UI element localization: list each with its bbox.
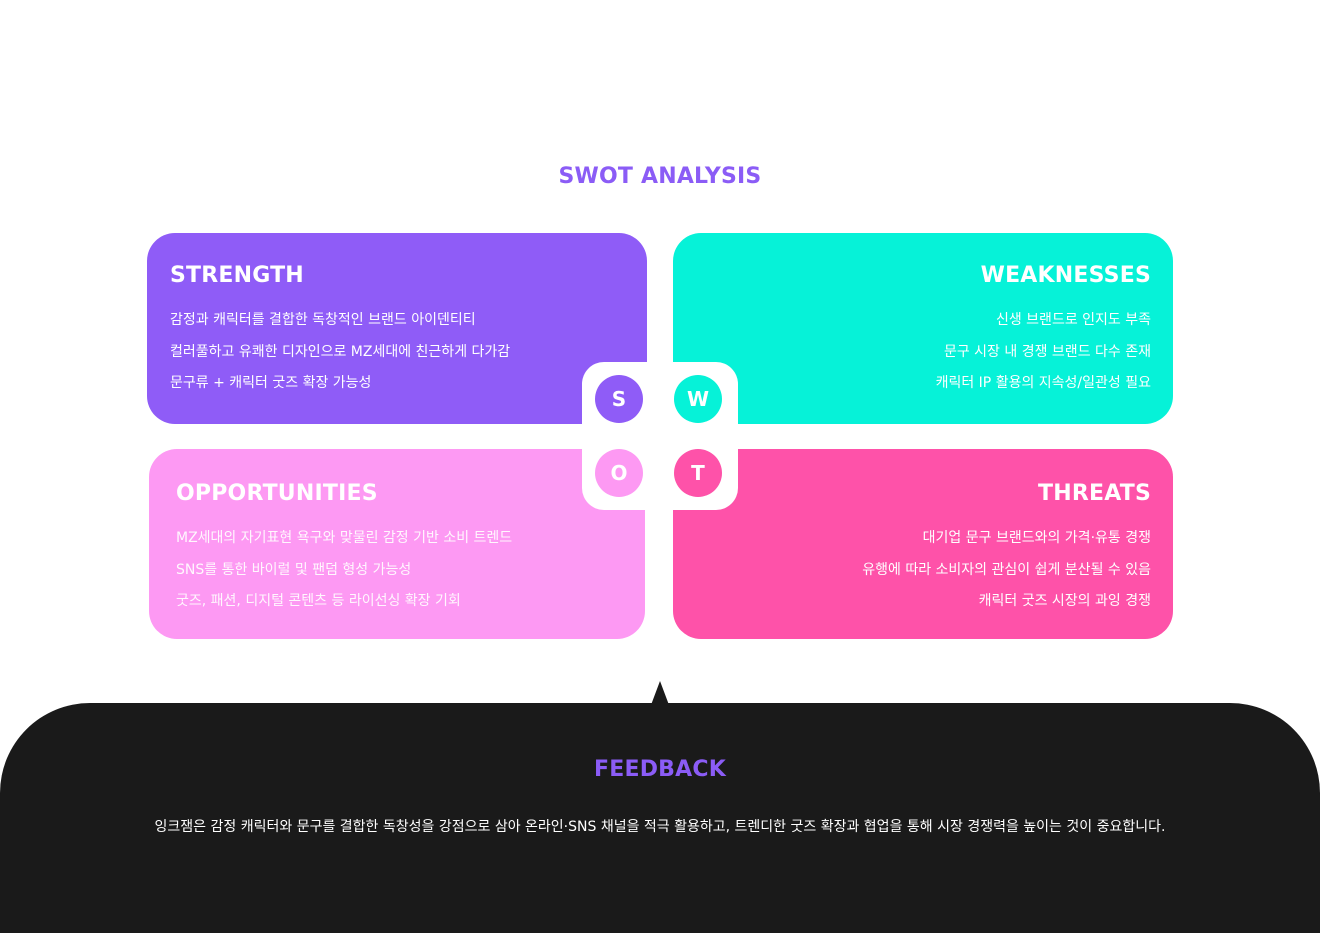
weakness-card: WEAKNESSES 신생 브랜드로 인지도 부족 문구 시장 내 경쟁 브랜드… bbox=[673, 233, 1173, 424]
strength-card: STRENGTH 감정과 캐릭터를 결합한 독창적인 브랜드 아이덴티티 컬러풀… bbox=[147, 233, 647, 424]
feedback-text: 잉크잼은 감정 캐릭터와 문구를 결합한 독창성을 강점으로 삼아 온라인·SN… bbox=[154, 819, 1166, 835]
weakness-item: 캐릭터 IP 활용의 지속성/일관성 필요 bbox=[935, 375, 1151, 391]
opportunity-letter-badge: O bbox=[595, 449, 643, 497]
opportunity-card: OPPORTUNITIES MZ세대의 자기표현 욕구와 맞물린 감정 기반 소… bbox=[149, 449, 645, 639]
threat-letter-badge: T bbox=[674, 449, 722, 497]
page-title: SWOT ANALYSIS bbox=[558, 164, 762, 189]
opportunity-item: SNS를 통한 바이럴 및 팬덤 형성 가능성 bbox=[176, 561, 412, 578]
feedback-panel: FEEDBACK 잉크잼은 감정 캐릭터와 문구를 결합한 독창성을 강점으로 … bbox=[0, 703, 1320, 933]
threat-card: THREATS 대기업 문구 브랜드와의 가격·유통 경쟁 유행에 따라 소비자… bbox=[673, 449, 1173, 639]
threat-item: 대기업 문구 브랜드와의 가격·유통 경쟁 bbox=[922, 530, 1151, 546]
strength-item: 감정과 캐릭터를 결합한 독창적인 브랜드 아이덴티티 bbox=[170, 312, 476, 328]
opportunity-heading: OPPORTUNITIES bbox=[176, 481, 378, 506]
threat-item: 유행에 따라 소비자의 관심이 쉽게 분산될 수 있음 bbox=[862, 561, 1151, 578]
feedback-title: FEEDBACK bbox=[594, 757, 726, 782]
opportunity-item: 굿즈, 패션, 디지털 콘텐츠 등 라이선싱 확장 기회 bbox=[176, 593, 461, 609]
feedback-bubble-pointer bbox=[651, 681, 669, 705]
weakness-letter-badge: W bbox=[674, 375, 722, 423]
weakness-heading: WEAKNESSES bbox=[980, 263, 1151, 288]
threat-heading: THREATS bbox=[1038, 481, 1151, 506]
weakness-item: 문구 시장 내 경쟁 브랜드 다수 존재 bbox=[943, 343, 1151, 360]
threat-item: 캐릭터 굿즈 시장의 과잉 경쟁 bbox=[978, 593, 1151, 609]
weakness-item: 신생 브랜드로 인지도 부족 bbox=[995, 312, 1151, 328]
opportunity-item: MZ세대의 자기표현 욕구와 맞물린 감정 기반 소비 트렌드 bbox=[176, 530, 513, 546]
strength-item: 컬러풀하고 유쾌한 디자인으로 MZ세대에 친근하게 다가감 bbox=[170, 343, 511, 360]
strength-heading: STRENGTH bbox=[170, 263, 304, 288]
strength-item: 문구류 + 캐릭터 굿즈 확장 가능성 bbox=[170, 375, 372, 391]
strength-letter-badge: S bbox=[595, 375, 643, 423]
